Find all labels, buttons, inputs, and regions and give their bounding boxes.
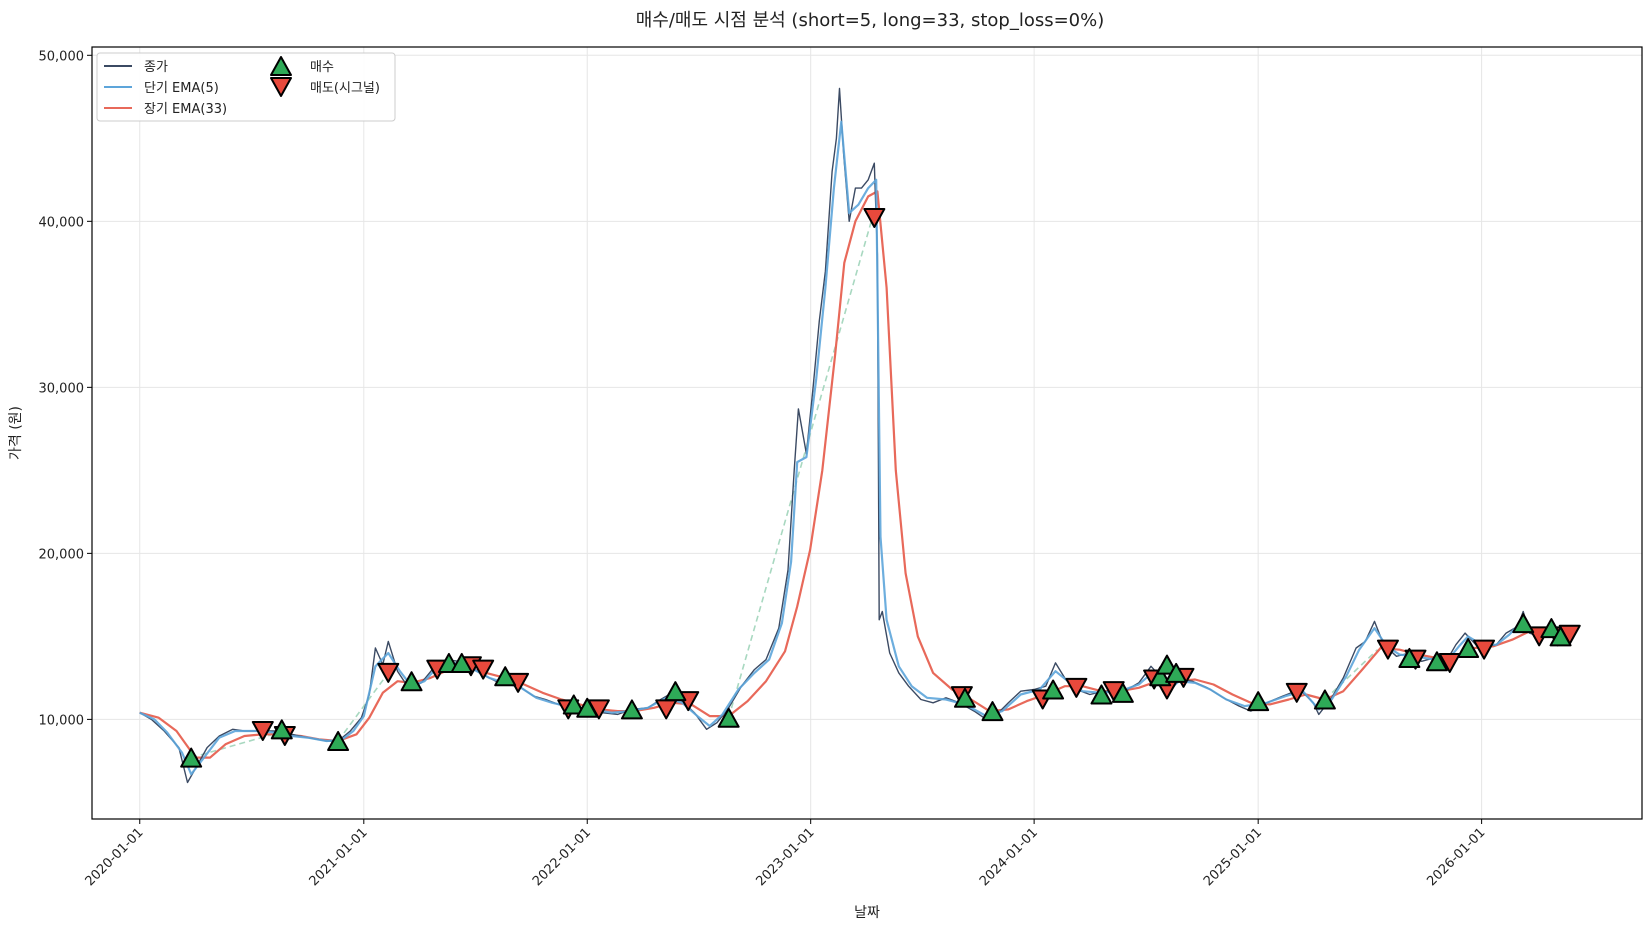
buy-marker [1425,651,1448,672]
legend-label-buy: 매수 [310,60,334,75]
buy-marker [1247,691,1270,712]
buy-marker [1042,679,1065,700]
buy-marker [1111,682,1134,703]
buy-marker [953,687,976,708]
legend-label-close: 종가 [144,60,168,75]
buy-marker [400,671,423,692]
series-line-ema-short [139,120,1575,776]
sell-marker [472,659,495,680]
legend-swatch-buy [270,56,292,76]
trade-path [337,672,389,742]
buy-marker [664,681,687,702]
y-tick-label: 40,000 [39,215,85,230]
plot-frame [91,46,1643,820]
buy-marker [270,719,293,740]
y-tick-label: 30,000 [39,381,85,396]
sell-marker [1285,682,1308,703]
buy-marker [450,652,473,673]
sell-marker [1376,639,1399,660]
y-tick-label: 20,000 [39,547,85,562]
chart-title: 매수/매도 시점 분석 (short=5, long=33, stop_loss… [636,10,1105,31]
legend-label-ema-short: 단기 EMA(5) [144,81,219,96]
trade-path [1324,649,1379,701]
buy-marker [1549,626,1572,647]
sell-marker [377,662,400,683]
buy-marker [1457,637,1480,658]
y-tick-label: 10,000 [39,713,85,728]
buy-marker [1149,666,1172,687]
buy-marker [180,747,203,768]
buy-marker [1540,618,1563,639]
buy-marker [1398,647,1421,668]
buy-marker [981,701,1004,722]
trade-path [727,221,873,718]
sell-marker [1438,652,1461,673]
sell-marker [1065,677,1088,698]
sell-marker [251,721,274,742]
y-axis-label: 가격 (원) [8,406,24,460]
buy-marker [1090,684,1113,705]
legend-swatch-sell [270,77,292,97]
legend-label-ema-long: 장기 EMA(33) [144,102,227,117]
legend-label-sell: 매도(시그널) [310,81,380,96]
y-axis: 10,000 20,000 30,000 40,000 50,000 [39,49,92,728]
x-axis-label: 날짜 [854,905,880,921]
buy-marker [1313,689,1336,710]
buy-marker [1165,662,1188,683]
y-tick-label: 50,000 [39,49,85,64]
sell-marker [1473,639,1496,660]
buy-marker [717,707,740,728]
buy-marker [1155,654,1178,675]
buy-marker [1512,613,1535,634]
buy-marker [327,730,350,751]
buy-marker [620,699,643,720]
series-line-close [139,87,1575,784]
buy-marker [562,694,585,715]
legend-box [96,52,396,122]
plot-area [139,87,1581,784]
sell-marker [863,208,886,229]
buy-marker [576,697,599,718]
buy-marker [494,666,517,687]
